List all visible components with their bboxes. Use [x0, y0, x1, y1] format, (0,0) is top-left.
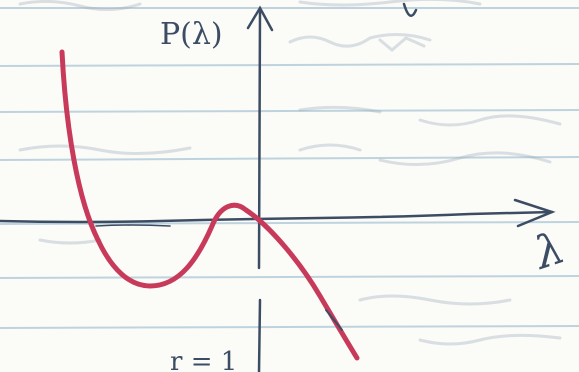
y-axis-arrowhead	[246, 5, 274, 32]
x-axis	[0, 198, 556, 228]
polynomial-curve	[59, 49, 360, 361]
y-axis-label: P(λ)	[160, 17, 223, 52]
rule-line	[0, 63, 579, 67]
rule-line	[0, 221, 579, 225]
rule-line	[0, 325, 579, 329]
annotation-tick	[325, 309, 343, 331]
bottom-fragment-text: r = 1	[170, 347, 237, 372]
faded-background-writing	[18, 0, 562, 346]
y-axis	[246, 5, 274, 372]
rule-line	[0, 109, 579, 113]
ruled-lines	[0, 7, 579, 329]
top-fragment-stroke	[402, 2, 418, 17]
rule-line	[0, 156, 579, 161]
rule-line	[0, 275, 579, 279]
x-axis-arrowhead	[513, 198, 556, 228]
x-axis-label: λ	[527, 222, 571, 280]
